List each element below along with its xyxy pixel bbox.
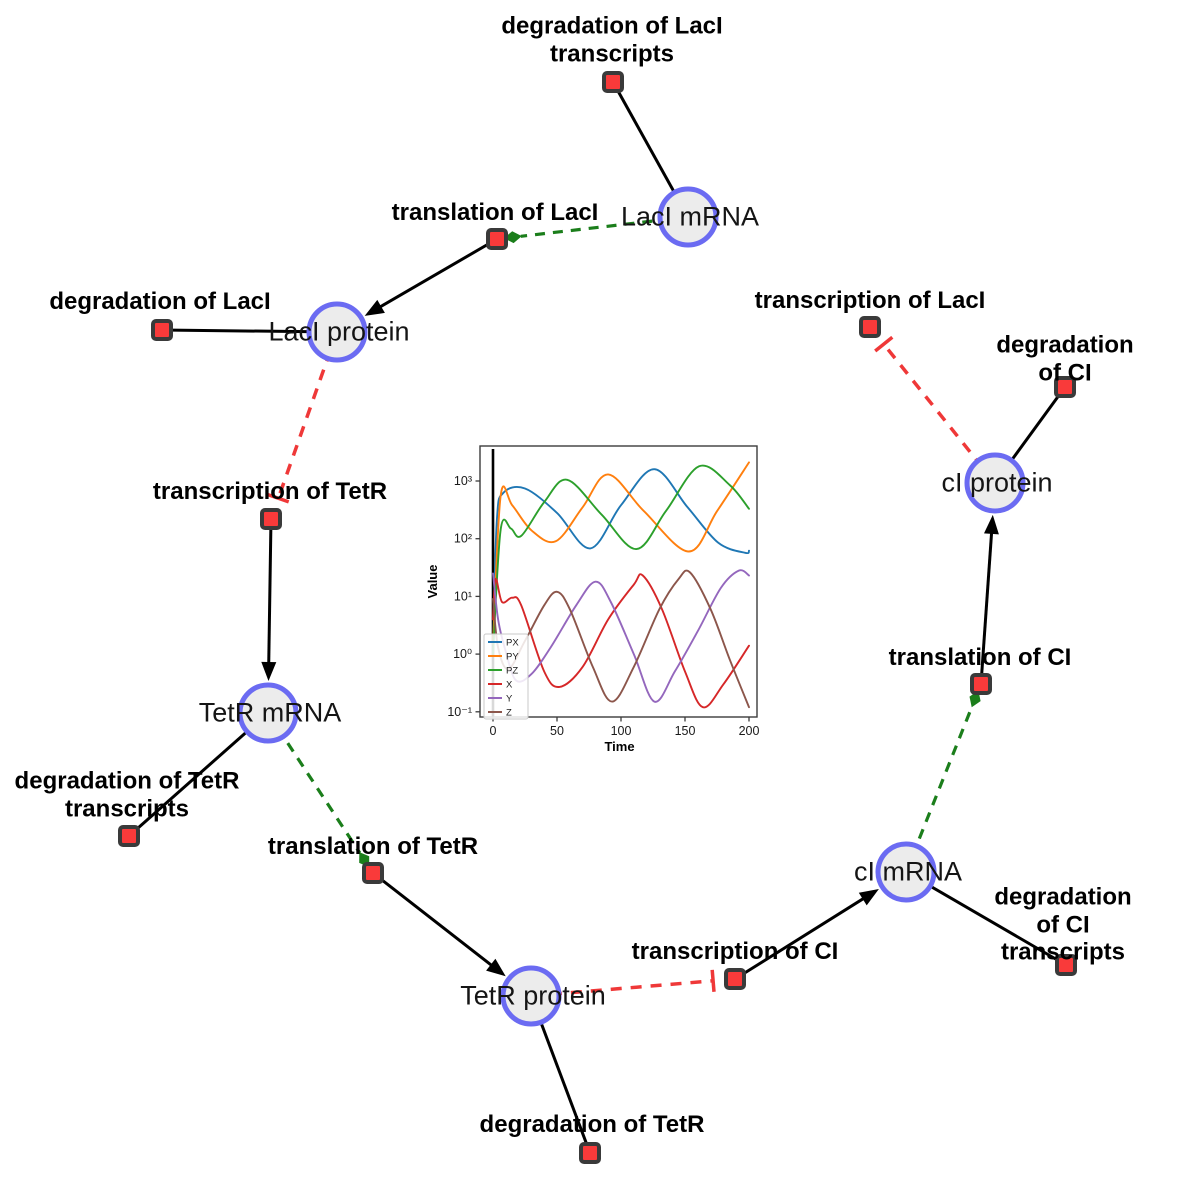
- edge-catalysis-laci-mrna-translation-of-laci-diamond: [504, 231, 522, 244]
- x-axis-title: Time: [604, 739, 634, 754]
- species-node-ci-protein[interactable]: [964, 452, 1026, 514]
- reaction-node-degradation-of-tetr-transcripts[interactable]: [118, 825, 140, 847]
- edge-production-transcription-of-ci-ci-mrna: [734, 892, 872, 981]
- y-tick-label: 10²: [454, 532, 472, 546]
- y-axis-title: Value: [425, 565, 440, 599]
- reaction-node-degradation-of-laci-transcripts[interactable]: [602, 71, 624, 93]
- edge-inhibition-laci-protein-transcription-of-tetr-tbar: [267, 492, 290, 504]
- legend-label-X: X: [506, 680, 513, 691]
- edge-catalysis-ci-mrna-translation-of-ci: [904, 705, 974, 873]
- reaction-node-translation-of-laci[interactable]: [486, 228, 508, 250]
- legend-label-Z: Z: [506, 708, 512, 719]
- reaction-node-degradation-of-laci[interactable]: [151, 319, 173, 341]
- x-tick-label: 0: [490, 724, 497, 738]
- edge-production-transcription-of-tetr-tetr-mrna-arrowhead: [261, 661, 277, 681]
- x-tick-label: 150: [675, 724, 696, 738]
- edge-inhibition-ci-protein-transcription-of-laci-tbar: [874, 335, 894, 353]
- chart-background: [425, 440, 770, 770]
- reaction-node-degradation-of-tetr[interactable]: [579, 1142, 601, 1164]
- x-tick-label: 100: [611, 724, 632, 738]
- legend-label-Y: Y: [506, 694, 513, 705]
- species-node-tetr-protein[interactable]: [500, 965, 562, 1027]
- chart-series-X: [492, 573, 750, 709]
- reaction-node-transcription-of-ci[interactable]: [724, 968, 746, 990]
- legend-label-PY: PY: [506, 652, 519, 663]
- y-tick-label: 10³: [454, 474, 472, 488]
- edge-production-translation-of-laci-laci-protein-arrowhead: [364, 299, 385, 316]
- reaction-node-transcription-of-tetr[interactable]: [260, 508, 282, 530]
- edge-production-translation-of-tetr-tetr-protein: [372, 871, 500, 972]
- edge-production-translation-of-ci-ci-protein: [979, 523, 994, 685]
- edge-inhibition-tetr-protein-transcription-of-ci-tbar: [710, 969, 716, 992]
- chart-series-PX: [492, 468, 750, 656]
- edge-production-translation-of-ci-ci-protein-arrowhead: [984, 514, 999, 535]
- legend-label-PZ: PZ: [506, 666, 518, 677]
- edge-production-translation-of-laci-laci-protein: [371, 237, 498, 313]
- edge-production-translation-of-tetr-tetr-protein-arrowhead: [486, 958, 506, 977]
- reaction-node-degradation-of-ci-transcripts[interactable]: [1055, 954, 1077, 976]
- reaction-node-translation-of-ci[interactable]: [970, 673, 992, 695]
- species-node-tetr-mrna[interactable]: [237, 682, 299, 744]
- species-node-ci-mrna[interactable]: [875, 841, 937, 903]
- species-node-laci-protein[interactable]: [306, 301, 368, 363]
- chart-legend: PX PY PZ XYZ: [483, 633, 529, 720]
- y-tick-label: 10⁰: [453, 647, 472, 661]
- y-tick-label: 10⁻¹: [447, 705, 472, 719]
- species-node-laci-mrna[interactable]: [657, 186, 719, 248]
- y-tick-label: 10¹: [454, 589, 472, 603]
- reaction-node-translation-of-tetr[interactable]: [362, 862, 384, 884]
- reaction-node-degradation-of-ci[interactable]: [1054, 376, 1076, 398]
- timecourse-inset-chart: 0 50 100 150 20010³10²10¹10⁰10⁻¹TimeValuePXP…: [425, 440, 770, 770]
- x-tick-label: 200: [739, 724, 760, 738]
- legend-label-PX: PX: [506, 638, 519, 649]
- reaction-node-transcription-of-laci[interactable]: [859, 316, 881, 338]
- chart-series-PZ: [492, 464, 750, 656]
- edge-production-transcription-of-tetr-tetr-mrna: [267, 518, 273, 673]
- edge-production-transcription-of-ci-ci-mrna-arrowhead: [858, 889, 879, 906]
- x-tick-label: 50: [550, 724, 564, 738]
- edge-consumption-ci-mrna-degradation-of-ci-transcripts: [905, 870, 1067, 967]
- chart-axes-frame: [479, 445, 758, 718]
- chart-series-PY: [492, 461, 750, 645]
